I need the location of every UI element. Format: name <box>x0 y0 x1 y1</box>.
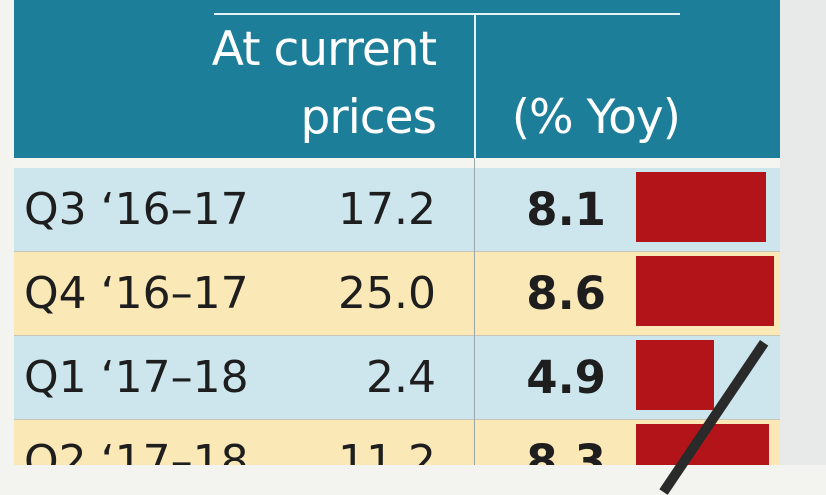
column-divider <box>474 158 475 465</box>
table-header: At current prices (% Yoy) <box>14 0 780 158</box>
header-nominal-line2: prices <box>300 90 437 145</box>
growth-bar <box>636 172 766 242</box>
table-row: Q3 ‘16–17 17.2 8.1 <box>14 168 780 252</box>
real-growth-value: 8.6 <box>526 267 606 320</box>
table-row: Q1 ‘17–18 2.4 4.9 <box>14 336 780 420</box>
period-label: Q1 ‘17–18 <box>24 352 249 403</box>
row-rule <box>14 335 780 336</box>
nominal-value: 25.0 <box>338 268 436 319</box>
row-rule <box>14 419 780 420</box>
header-divider <box>474 15 476 158</box>
header-rule <box>214 13 680 15</box>
real-growth-value: 8.3 <box>526 435 606 465</box>
data-table: At current prices (% Yoy) Q3 ‘16–17 17.2 8… <box>14 0 780 465</box>
table-row: Q2 ‘17–18 11.2 8.3 <box>14 420 780 465</box>
row-rule <box>14 251 780 252</box>
growth-bar <box>636 340 714 410</box>
header-real-growth: (% Yoy) <box>511 90 681 145</box>
period-label: Q3 ‘16–17 <box>24 184 249 235</box>
header-nominal-line1: At current <box>211 22 437 77</box>
real-growth-value: 8.1 <box>526 183 606 236</box>
real-growth-value: 4.9 <box>526 351 606 404</box>
period-label: Q4 ‘16–17 <box>24 268 249 319</box>
table-row: Q4 ‘16–17 25.0 8.6 <box>14 252 780 336</box>
nominal-value: 17.2 <box>338 184 436 235</box>
nominal-value: 11.2 <box>338 436 436 465</box>
nominal-value: 2.4 <box>366 352 436 403</box>
background-strip <box>780 0 826 465</box>
period-label: Q2 ‘17–18 <box>24 436 249 465</box>
growth-bar <box>636 256 774 326</box>
